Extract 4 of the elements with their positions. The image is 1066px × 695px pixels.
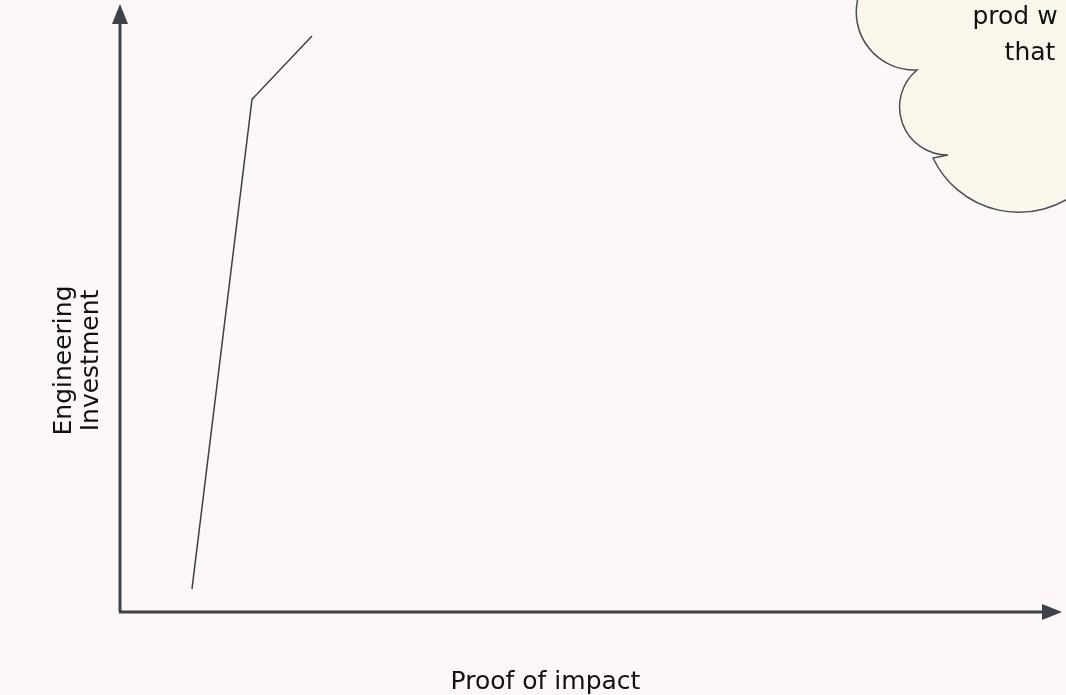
text: prod w (972, 1, 1058, 30)
x-axis-title: Proof of impact (450, 665, 641, 695)
text: that (1004, 37, 1056, 66)
y-axis-title: Engineering Investment (47, 285, 104, 436)
